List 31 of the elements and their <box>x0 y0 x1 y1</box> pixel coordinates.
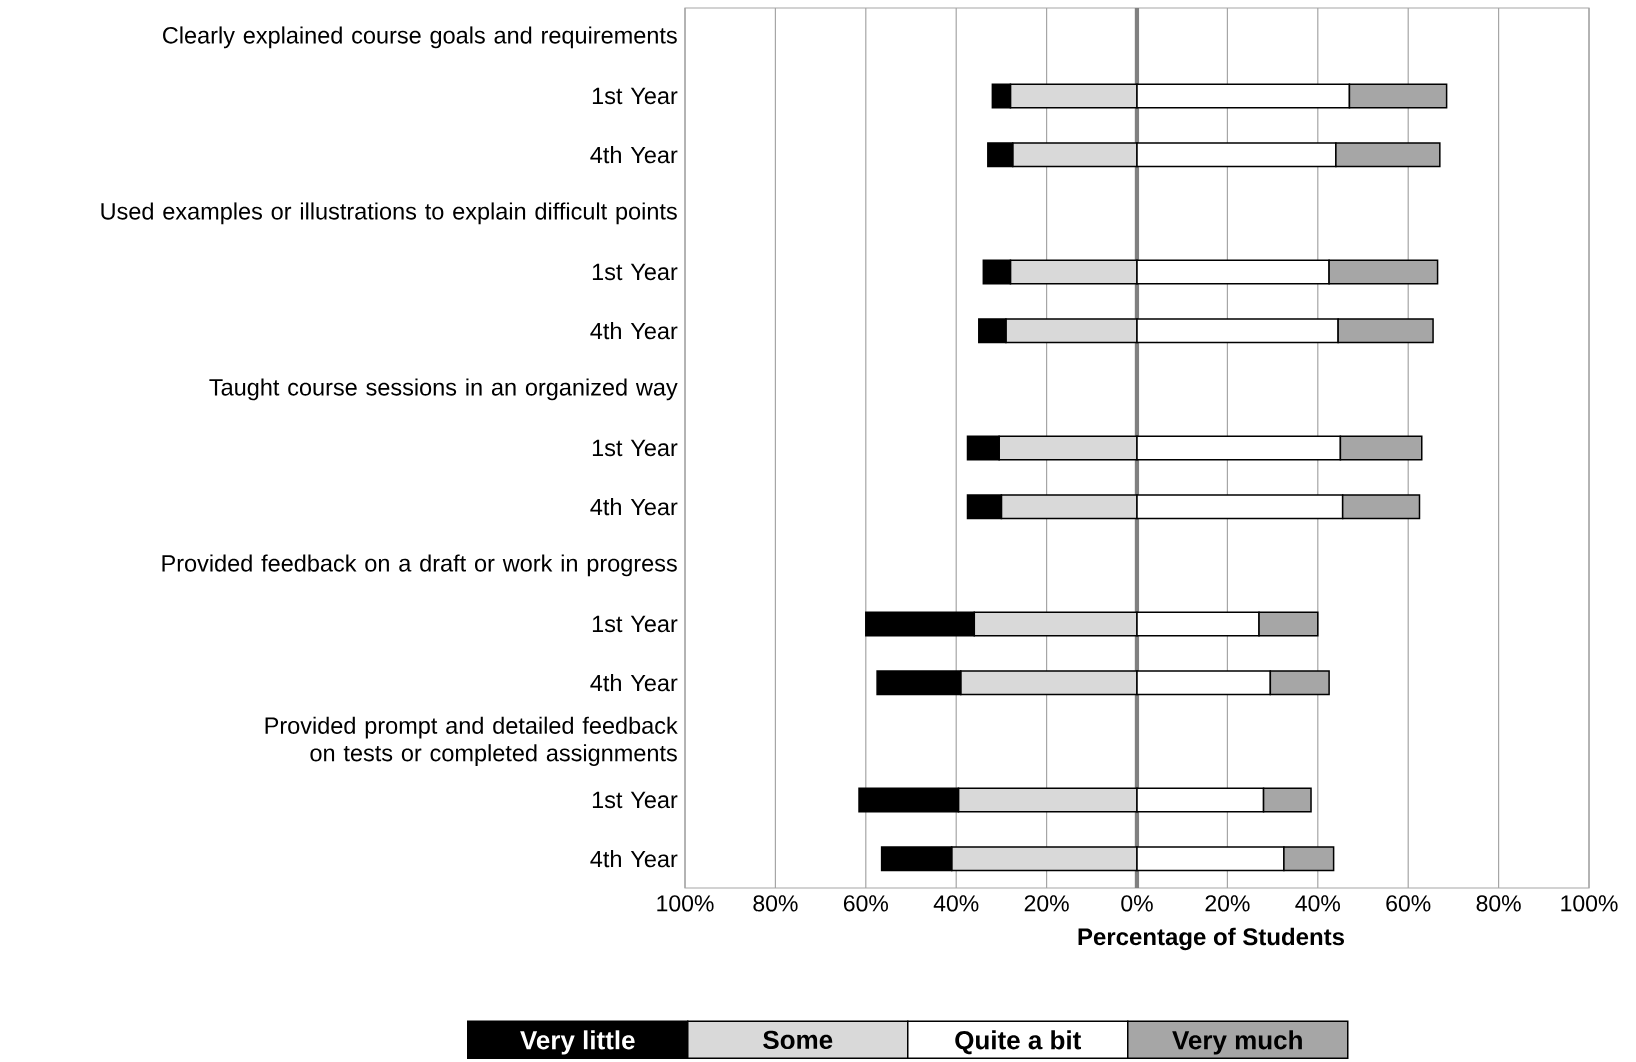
y-tick-label: 4th Year <box>590 322 678 340</box>
x-axis-title: Percentage of Students <box>1078 927 1345 951</box>
x-tick-label: 100% <box>1561 895 1618 912</box>
y-tick-label: Provided prompt and detailed feedback on tests or completed assignments <box>265 716 678 767</box>
y-tick-label: 4th Year <box>590 146 678 164</box>
y-tick-label: 1st Year <box>592 439 678 457</box>
y-tick-label: Taught course sessions in an organized way <box>209 378 678 401</box>
x-tick-label: 40% <box>933 895 979 912</box>
text: Very much <box>1172 1030 1302 1055</box>
x-tick-label: 100% <box>657 895 714 912</box>
x-tick-label: 80% <box>753 895 798 912</box>
y-tick-label: 4th Year <box>590 674 678 692</box>
x-tick-label: 60% <box>1386 895 1431 912</box>
x-tick-label: 40% <box>1295 895 1340 912</box>
y-tick-label: Provided feedback on a draft or work in progress <box>162 554 677 577</box>
y-tick-label: Used examples or illustrations to explain difficult points <box>101 202 677 225</box>
y-tick-label: 1st Year <box>592 615 678 633</box>
y-tick-label: 1st Year <box>592 263 678 281</box>
y-tick-label: 4th Year <box>590 498 678 516</box>
y-tick-label: 1st Year <box>592 87 678 105</box>
text: Quite a bit <box>955 1030 1081 1055</box>
y-tick-label: 1st Year <box>592 791 678 809</box>
text: Some <box>763 1030 833 1050</box>
x-tick-label: 20% <box>1205 895 1250 912</box>
x-tick-label: 60% <box>843 895 888 912</box>
x-tick-label: 0% <box>1121 895 1153 912</box>
text: Very little <box>520 1030 635 1055</box>
y-tick-label: 4th Year <box>590 850 678 868</box>
y-tick-label: Clearly explained course goals and requirements <box>163 26 677 49</box>
x-tick-label: 20% <box>1024 895 1069 912</box>
x-tick-label: 80% <box>1476 895 1521 912</box>
